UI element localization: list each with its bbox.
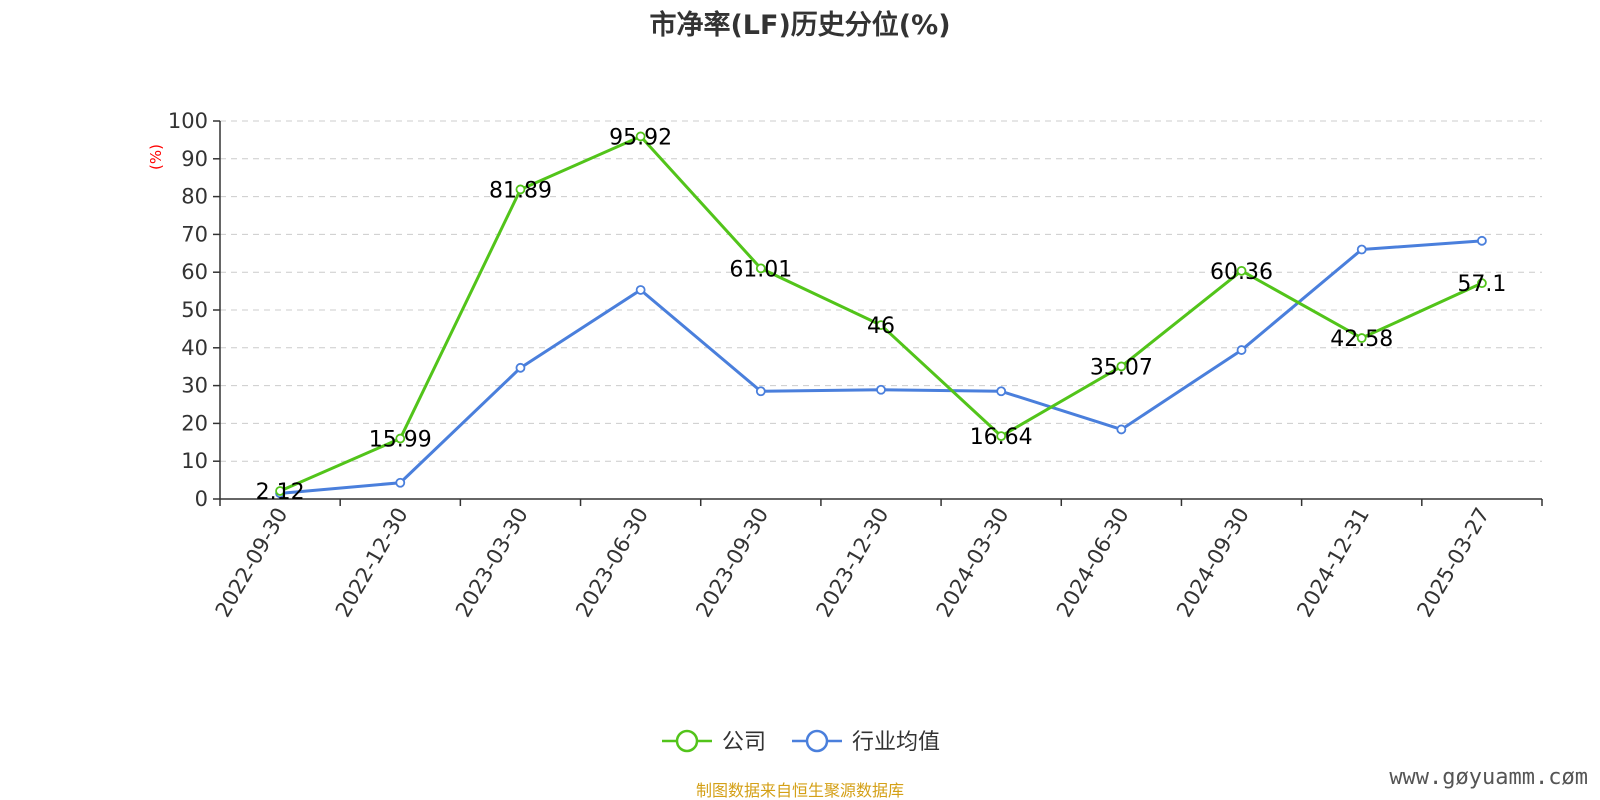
data-label-4: 61.01 [729, 257, 792, 282]
series-0-point-1[interactable] [395, 433, 406, 444]
y-tick-label-1: 10 [181, 449, 208, 473]
x-tick-label-5: 2023-12-30 [812, 504, 894, 622]
x-tick-label-2: 2023-03-30 [451, 504, 533, 622]
data-label-1: 15.99 [369, 428, 432, 453]
legend[interactable]: 公司 行业均值 [662, 729, 940, 755]
series-1-point-1[interactable] [395, 477, 406, 488]
series-0-point-4[interactable] [755, 263, 766, 274]
y-tick-label-10: 100 [168, 109, 208, 133]
legend-label-0: 公司 [722, 730, 766, 755]
y-tick-label-6: 60 [181, 260, 208, 284]
data-label-6: 16.64 [970, 425, 1033, 450]
series-lines [275, 131, 1487, 499]
series-1-point-2[interactable] [515, 362, 526, 373]
grid-lines [220, 120, 1542, 462]
y-tick-label-5: 50 [181, 298, 208, 322]
series-0-point-10[interactable] [1477, 278, 1487, 289]
series-line-1 [279, 239, 1483, 495]
series-0-point-9[interactable] [1356, 333, 1367, 343]
data-label-8: 60.36 [1210, 260, 1273, 285]
y-tick-label-8: 80 [181, 185, 208, 209]
series-0-point-8[interactable] [1236, 265, 1247, 276]
series-0-point-5[interactable] [876, 320, 886, 331]
x-tick-label-3: 2023-06-30 [571, 504, 653, 622]
x-tick-label-1: 2022-12-30 [331, 504, 413, 622]
x-tick-label-4: 2023-09-30 [691, 504, 773, 622]
legend-marker-1 [805, 729, 829, 753]
x-tick-label-6: 2024-03-30 [932, 504, 1014, 622]
data-label-7: 35.07 [1090, 355, 1153, 380]
series-1-point-5[interactable] [876, 384, 886, 395]
series-1-point-10[interactable] [1477, 235, 1487, 246]
watermark: www.gøyuamm.cøm [1389, 765, 1588, 790]
series-0-point-0[interactable] [275, 486, 285, 496]
series-1-point-3[interactable] [635, 285, 646, 295]
data-label-2: 81.89 [489, 178, 552, 203]
x-tick-label-0: 2022-09-30 [211, 504, 293, 622]
y-tick-label-9: 90 [181, 147, 208, 171]
data-label-10: 57.1 [1457, 272, 1506, 297]
y-tick-label-4: 40 [181, 336, 208, 360]
y-tick-label-7: 70 [181, 222, 208, 246]
x-tick-label-8: 2024-09-30 [1172, 504, 1254, 622]
series-0-point-6[interactable] [996, 431, 1007, 442]
data-label-9: 42.58 [1330, 327, 1393, 352]
x-tick-label-7: 2024-06-30 [1052, 504, 1134, 622]
data-label-5: 46 [867, 314, 895, 339]
y-axis-label: (%) [147, 144, 165, 170]
y-tick-label-3: 30 [181, 374, 208, 398]
series-1-point-4[interactable] [755, 386, 766, 397]
data-label-0: 2.12 [256, 480, 305, 505]
series-1-point-8[interactable] [1236, 345, 1247, 355]
series-1-point-7[interactable] [1116, 424, 1127, 435]
x-tick-label-10: 2025-03-27 [1412, 504, 1494, 622]
series-1-point-6[interactable] [996, 386, 1007, 397]
legend-label-1: 行业均值 [852, 730, 940, 755]
series-0-point-7[interactable] [1116, 361, 1127, 372]
x-tick-label-9: 2024-12-31 [1292, 504, 1374, 622]
data-labels: 2.12 15.99 81.89 95.92 61.01 46 16.64 35.07 60.3… [256, 125, 1507, 505]
data-label-3: 95.92 [609, 125, 672, 150]
legend-item-0[interactable]: 公司 [662, 729, 766, 755]
series-1-point-9[interactable] [1356, 244, 1367, 255]
series-0-point-3[interactable] [635, 131, 646, 142]
y-tick-label-2: 20 [181, 411, 208, 435]
chart-title: 市净率(LF)历史分位(%) [649, 9, 950, 41]
y-tick-label-0: 0 [195, 487, 208, 511]
legend-item-1[interactable]: 行业均值 [792, 729, 940, 755]
axes: 0 10 20 30 40 50 60 70 80 90 100 2022-09-30 2022-12-… [168, 109, 1543, 622]
series-0-point-2[interactable] [515, 184, 526, 195]
source-note: 制图数据来自恒生聚源数据库 [696, 781, 904, 800]
legend-marker-0 [675, 729, 699, 753]
